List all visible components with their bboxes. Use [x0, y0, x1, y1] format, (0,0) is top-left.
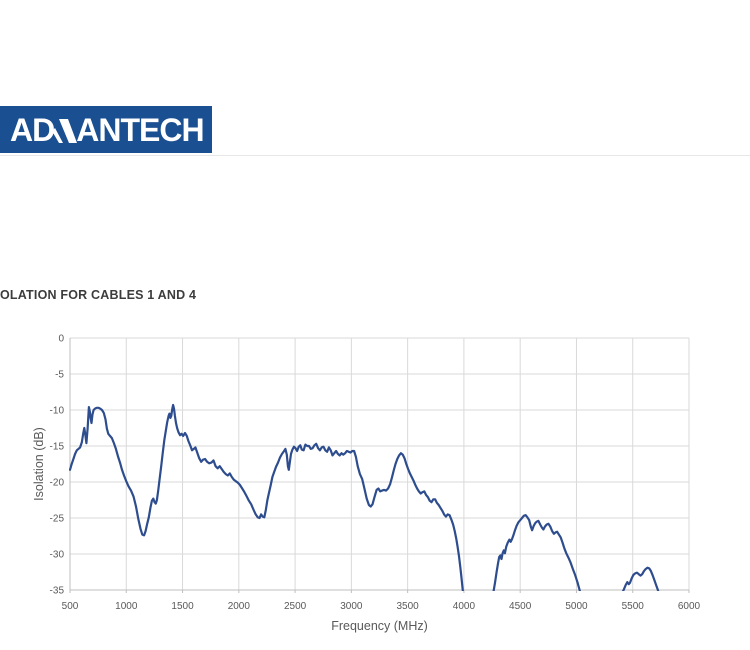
advantech-logo-v-glyph: [52, 118, 78, 143]
header-divider: [0, 155, 750, 156]
section-heading: OLATION FOR CABLES 1 AND 4: [0, 288, 197, 302]
advantech-logo-text: AD ANTECH: [10, 111, 205, 148]
y-tick-label: -10: [50, 406, 65, 417]
x-tick-label: 2500: [284, 601, 307, 612]
y-tick-label: -20: [50, 478, 65, 489]
x-tick-label: 5500: [622, 601, 645, 612]
x-tick-label: 1000: [115, 601, 138, 612]
x-tick-label: 5000: [565, 601, 588, 612]
x-tick-label: 6000: [678, 601, 701, 612]
x-tick-label: 500: [62, 601, 79, 612]
y-axis-title: Isolation (dB): [32, 427, 46, 501]
x-tick-label: 4500: [509, 601, 532, 612]
y-tick-label: -25: [50, 514, 65, 525]
x-tick-label: 3000: [340, 601, 363, 612]
y-tick-label: -5: [55, 370, 64, 381]
y-tick-label: -30: [50, 550, 65, 561]
y-tick-label: -15: [50, 442, 65, 453]
isolation-series-line: [69, 403, 660, 591]
y-tick-label: -35: [50, 586, 65, 597]
x-axis-title: Frequency (MHz): [331, 619, 428, 633]
advantech-logo-text-left: AD: [10, 111, 55, 148]
y-tick-label: 0: [58, 334, 64, 345]
x-tick-label: 4000: [453, 601, 476, 612]
x-tick-label: 1500: [171, 601, 194, 612]
x-tick-label: 3500: [397, 601, 420, 612]
x-tick-label: 2000: [228, 601, 251, 612]
advantech-logo-text-right: ANTECH: [76, 111, 204, 148]
advantech-logo: AD ANTECH: [0, 106, 212, 153]
